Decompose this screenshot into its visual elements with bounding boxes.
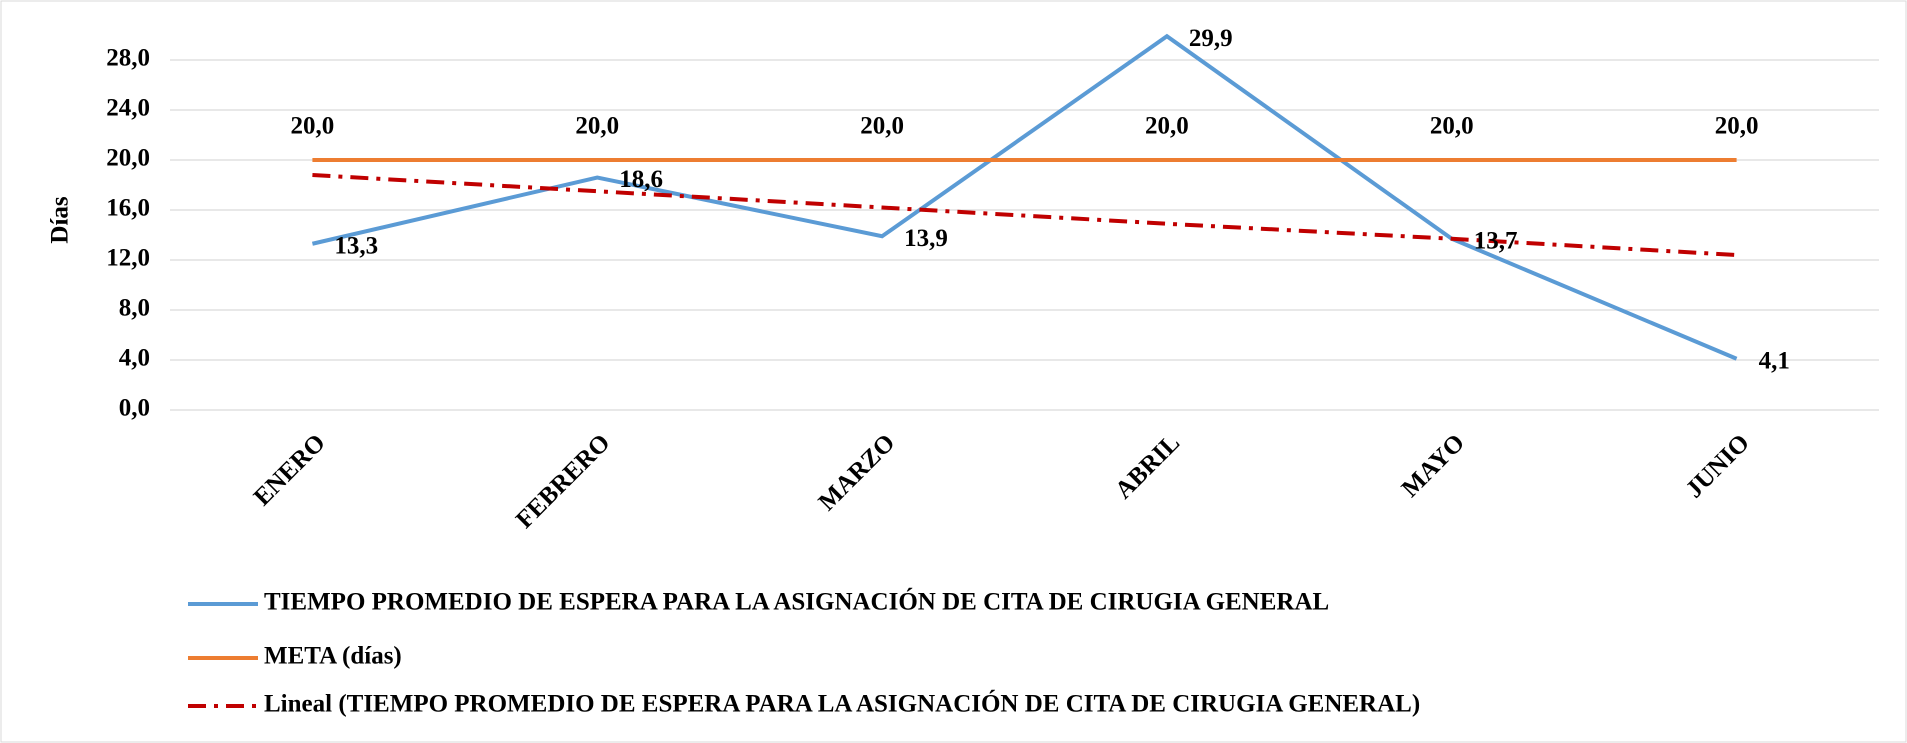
data-label: 13,3	[334, 232, 378, 259]
data-label: 4,1	[1759, 347, 1790, 374]
data-label: 20,0	[1145, 113, 1189, 140]
y-tick-label: 20,0	[106, 145, 150, 172]
y-tick-label: 16,0	[106, 195, 150, 222]
data-label: 20,0	[1715, 113, 1759, 140]
y-tick-label: 28,0	[106, 45, 150, 72]
y-tick-label: 8,0	[119, 295, 150, 322]
legend-label: Lineal (TIEMPO PROMEDIO DE ESPERA PARA L…	[264, 690, 1420, 718]
series-line	[312, 173, 1737, 257]
data-label: 29,9	[1189, 25, 1233, 52]
data-label: 20,0	[860, 113, 904, 140]
data-label: 20,0	[575, 113, 619, 140]
legend-label: META (días)	[264, 643, 402, 670]
data-label: 20,0	[1430, 113, 1474, 140]
data-label: 18,6	[619, 166, 663, 193]
y-tick-label: 12,0	[106, 245, 150, 272]
y-tick-label: 0,0	[119, 395, 150, 422]
data-label: 13,7	[1474, 227, 1518, 254]
y-tick-label: 4,0	[119, 345, 150, 372]
data-label: 13,9	[904, 225, 948, 252]
y-tick-label: 24,0	[106, 95, 150, 122]
data-label: 20,0	[291, 113, 335, 140]
y-axis-title: Días	[47, 196, 74, 244]
legend-label: TIEMPO PROMEDIO DE ESPERA PARA LA ASIGNA…	[264, 588, 1329, 616]
